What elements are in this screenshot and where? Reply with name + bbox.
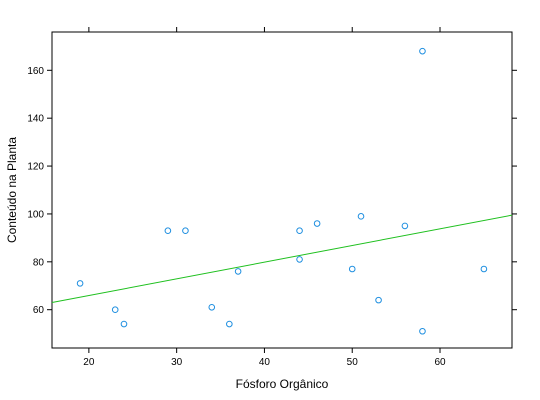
data-point [480, 265, 488, 273]
x-tick-label: 40 [259, 357, 271, 368]
x-tick-label: 50 [347, 357, 359, 368]
y-tick-label: 100 [27, 209, 44, 220]
data-point [313, 220, 321, 227]
y-tick-label: 60 [33, 305, 45, 316]
data-point [401, 222, 409, 230]
y-tick-label: 160 [27, 66, 44, 77]
data-point [348, 265, 356, 273]
data-point [357, 213, 365, 220]
x-tick-label: 20 [83, 357, 95, 368]
data-point [296, 227, 303, 234]
data-point [234, 268, 242, 275]
x-tick-label: 60 [434, 357, 446, 368]
data-point [182, 227, 189, 234]
regression-line-group [51, 214, 513, 304]
data-point [164, 227, 172, 234]
plot-panel [51, 31, 513, 349]
x-tick-label: 30 [171, 357, 183, 368]
y-tick-label: 80 [33, 257, 45, 268]
y-axis-ticks: 60 80 100 120 140 160 [27, 66, 517, 316]
x-axis-ticks: 20 30 40 50 60 [83, 27, 446, 368]
y-axis-label: Conteúdo na Planta [5, 137, 19, 243]
data-point [76, 280, 84, 287]
y-tick-label: 120 [27, 162, 44, 173]
data-point [419, 327, 426, 335]
data-point [111, 306, 119, 313]
data-point [419, 47, 426, 55]
y-tick-label: 140 [27, 114, 44, 125]
data-point [208, 304, 216, 311]
data-points [76, 47, 488, 335]
data-point [120, 320, 128, 328]
data-point [296, 256, 303, 263]
data-point [375, 296, 382, 304]
regression-line [51, 214, 513, 304]
data-point [226, 320, 233, 328]
x-axis-label: Fósforo Orgânico [236, 377, 329, 391]
